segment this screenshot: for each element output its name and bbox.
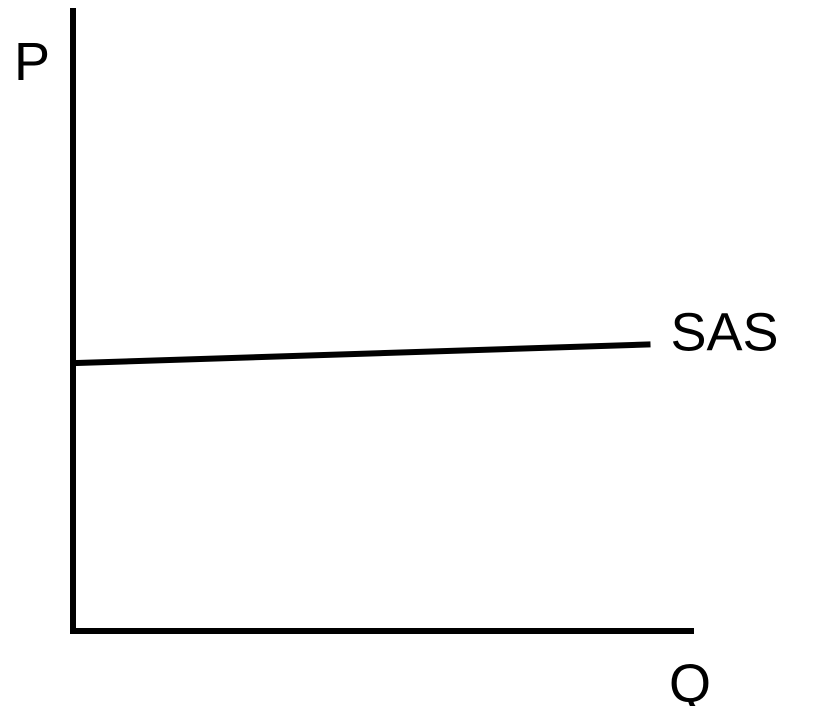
y-axis-label: P [14, 32, 50, 92]
x-axis-label: Q [669, 654, 711, 706]
series-line-sas [72, 341, 651, 367]
series-layer: SAS [72, 302, 779, 367]
series-label-sas: SAS [671, 302, 779, 362]
